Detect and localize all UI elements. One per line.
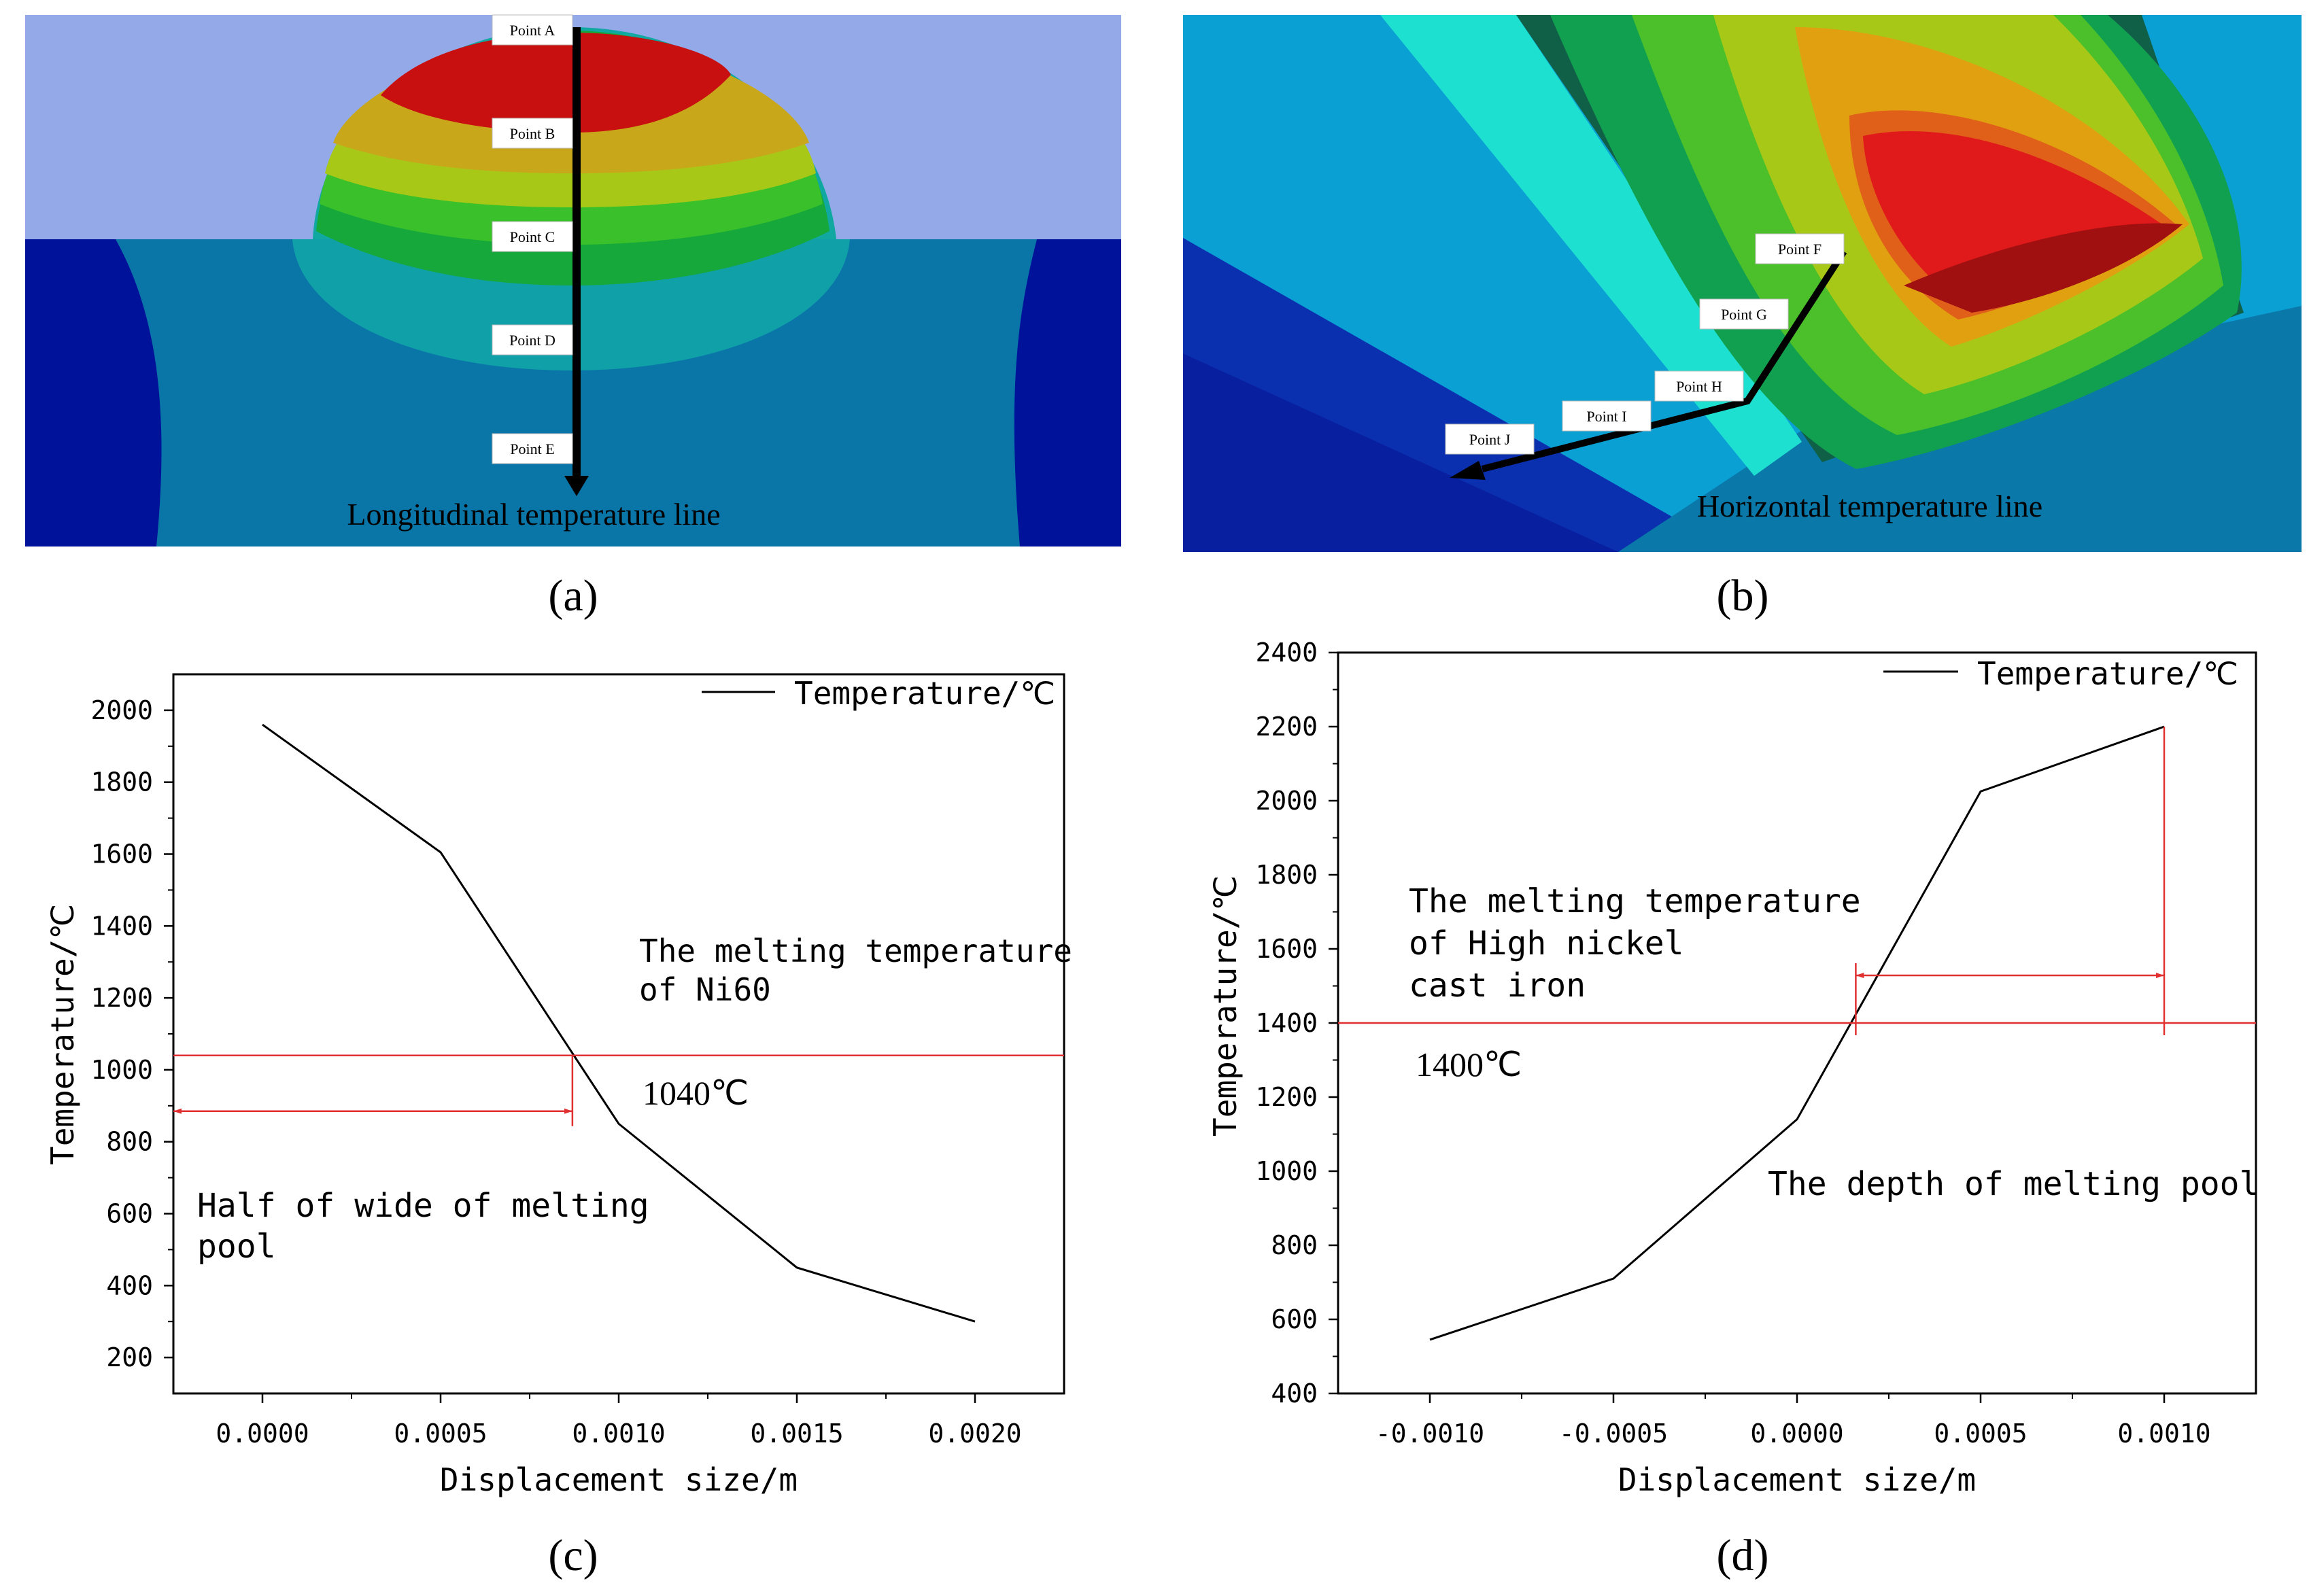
y-tick-label: 400 <box>1271 1378 1318 1408</box>
point-b-label: Point B <box>510 125 555 142</box>
y-tick-label: 1400 <box>90 911 153 941</box>
point-d-marker: Point D <box>492 324 573 355</box>
y-tick-label: 1800 <box>90 767 153 797</box>
point-e-label: Point E <box>510 440 554 457</box>
point-j-label: Point J <box>1469 431 1511 448</box>
point-g-marker: Point G <box>1699 298 1789 330</box>
point-b-marker: Point B <box>492 118 573 149</box>
point-a-marker: Point A <box>492 14 573 46</box>
point-e-marker: Point E <box>492 433 573 464</box>
y-tick-label: 2200 <box>1255 712 1318 742</box>
x-tick-label: 0.0010 <box>2117 1419 2210 1448</box>
y-tick-label: 400 <box>106 1270 153 1300</box>
chart-d-annotation-depth: The depth of melting pool <box>1768 1165 2259 1203</box>
y-tick-label: 800 <box>106 1127 153 1157</box>
y-tick-label: 1000 <box>90 1055 153 1085</box>
panel-a-caption: Longitudinal temperature line <box>347 497 720 532</box>
x-tick-label: 0.0005 <box>1934 1419 2027 1448</box>
y-tick-label: 2400 <box>1255 638 1318 667</box>
y-tick-label: 1200 <box>1255 1082 1318 1112</box>
chart-d-legend: Temperature/℃ <box>1883 655 2238 692</box>
y-tick-label: 800 <box>1271 1230 1318 1260</box>
chart-d-legend-label: Temperature/℃ <box>1977 655 2238 692</box>
chart-d-annotation-melt-2: of High nickel <box>1409 924 1684 962</box>
y-tick-label: 1000 <box>1255 1156 1318 1186</box>
chart-c-annotation-melt-1: The melting temperature <box>639 933 1072 969</box>
chart-d-ticks: -0.0010 -0.0005 0.0000 0.0005 0.0010 400 600 80… <box>1255 638 2210 1448</box>
y-tick-label: 600 <box>106 1199 153 1229</box>
point-f-label: Point F <box>1778 241 1821 258</box>
x-tick-label: 0.0015 <box>750 1419 843 1448</box>
chart-c-legend-label: Temperature/℃ <box>794 675 1055 712</box>
x-tick-label: 0.0005 <box>394 1419 487 1448</box>
y-tick-label: 200 <box>106 1342 153 1372</box>
y-tick-label: 1200 <box>90 983 153 1013</box>
chart-c-xlabel: Displacement size/m <box>440 1461 798 1498</box>
point-h-marker: Point H <box>1654 370 1744 402</box>
point-a-label: Point A <box>510 22 555 39</box>
longitudinal-arrowhead <box>564 476 589 496</box>
x-tick-label: 0.0020 <box>928 1419 1021 1448</box>
x-tick-label: 0.0000 <box>216 1419 309 1448</box>
point-f-marker: Point F <box>1755 233 1845 264</box>
y-tick-label: 1400 <box>1255 1008 1318 1038</box>
y-tick-label: 1800 <box>1255 860 1318 890</box>
point-c-label: Point C <box>510 228 555 245</box>
x-tick-label: -0.0005 <box>1559 1419 1668 1448</box>
chart-d-annotation-temp: 1400℃ <box>1416 1045 1522 1083</box>
x-tick-label: 0.0010 <box>572 1419 665 1448</box>
point-j-marker: Point J <box>1445 423 1535 455</box>
point-g-label: Point G <box>1721 306 1767 323</box>
horizontal-line <box>1481 249 1847 472</box>
point-c-marker: Point C <box>492 221 573 252</box>
y-tick-label: 2000 <box>1255 786 1318 816</box>
panel-d-label: (d) <box>1717 1531 1769 1580</box>
y-tick-label: 1600 <box>1255 934 1318 964</box>
chart-c-annotation-melt-2: of Ni60 <box>639 971 771 1008</box>
point-i-label: Point I <box>1586 408 1626 425</box>
y-tick-label: 2000 <box>90 695 153 725</box>
chart-c-annotation-half-2: pool <box>197 1228 276 1266</box>
chart-c-annotation-half-1: Half of wide of melting <box>197 1187 649 1225</box>
horizontal-arrowhead <box>1450 461 1486 480</box>
chart-c-annotation-temp: 1040℃ <box>643 1074 749 1112</box>
panel-b-caption: Horizontal temperature line <box>1697 489 2042 523</box>
chart-d: -0.0010 -0.0005 0.0000 0.0005 0.0010 400 600 80… <box>1207 638 2259 1580</box>
chart-c-ylabel: Temperature/℃ <box>44 904 81 1165</box>
chart-d-ylabel: Temperature/℃ <box>1207 875 1244 1137</box>
chart-c-frame <box>172 673 1065 1395</box>
panel-b-label: (b) <box>1717 571 1769 621</box>
panel-a-label: (a) <box>548 571 598 621</box>
chart-c-series-line <box>262 723 976 1323</box>
chart-d-annotation-melt-1: The melting temperature <box>1409 882 1861 920</box>
chart-d-annotation-melt-3: cast iron <box>1409 967 1586 1005</box>
panel-b-image <box>1183 15 2302 552</box>
y-tick-label: 1600 <box>90 839 153 869</box>
chart-d-xlabel: Displacement size/m <box>1618 1461 1976 1498</box>
chart-c-ticks: 0.0000 0.0005 0.0010 0.0015 0.0020 200 400 600 8… <box>90 695 1021 1448</box>
y-tick-label: 600 <box>1271 1304 1318 1334</box>
point-d-label: Point D <box>509 332 555 349</box>
x-tick-label: -0.0010 <box>1375 1419 1484 1448</box>
panel-c-label: (c) <box>548 1531 598 1580</box>
chart-c-legend: Temperature/℃ <box>702 675 1055 712</box>
point-h-label: Point H <box>1676 378 1722 395</box>
x-tick-label: 0.0000 <box>1750 1419 1843 1448</box>
chart-d-series-line <box>1429 725 2165 1341</box>
chart-c: 0.0000 0.0005 0.0010 0.0015 0.0020 200 400 600 8… <box>44 673 1072 1580</box>
point-i-marker: Point I <box>1562 400 1652 432</box>
